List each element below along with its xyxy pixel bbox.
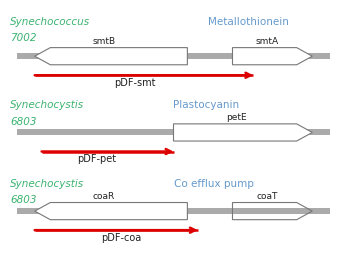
Text: 6803: 6803 [10,195,37,205]
Bar [17,54,330,60]
Text: Co efflux pump: Co efflux pump [174,178,253,188]
Text: Synechocystis: Synechocystis [10,100,85,110]
FancyArrow shape [35,49,187,66]
Text: Synechococcus: Synechococcus [10,17,91,27]
Text: 6803: 6803 [10,116,37,126]
Bar [17,208,330,214]
FancyArrow shape [174,124,312,141]
Text: petE: petE [226,113,246,122]
Bar [17,130,330,136]
Text: pDF-pet: pDF-pet [78,154,117,164]
Text: pDF-smt: pDF-smt [115,78,156,88]
Text: Plastocyanin: Plastocyanin [174,100,240,110]
FancyArrow shape [232,49,312,66]
FancyArrow shape [35,203,187,220]
Text: coaR: coaR [93,191,115,200]
Text: smtB: smtB [93,37,116,45]
Text: smtA: smtA [256,37,279,45]
Text: pDF-coa: pDF-coa [101,232,142,242]
Text: coaT: coaT [256,191,278,200]
Text: Metallothionein: Metallothionein [208,17,289,27]
Text: 7002: 7002 [10,33,37,43]
Text: Synechocystis: Synechocystis [10,178,85,188]
